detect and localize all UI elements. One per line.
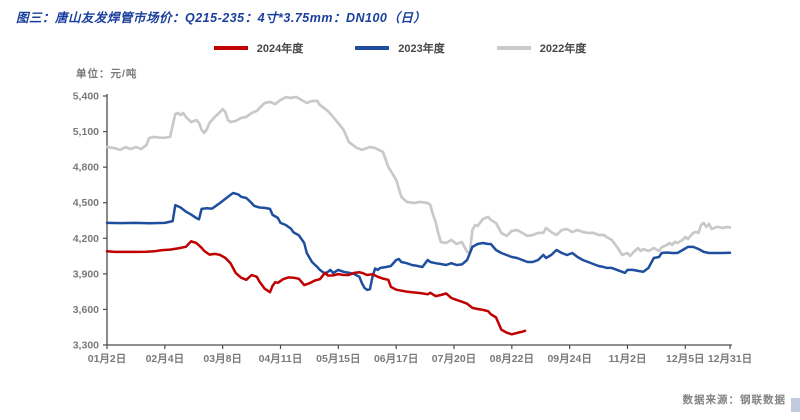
legend-swatch-2022 xyxy=(496,46,531,50)
legend-label-2022: 2022年度 xyxy=(539,43,587,55)
legend-label-2024: 2024年度 xyxy=(256,43,304,55)
x-tick-label: 05月15日 xyxy=(316,353,360,365)
x-tick-label: 08月22日 xyxy=(490,353,534,365)
legend-label-2023: 2023年度 xyxy=(398,43,445,55)
x-tick-label: 02月4日 xyxy=(146,353,185,365)
y-tick-label: 5,400 xyxy=(73,91,99,103)
y-tick-label: 3,600 xyxy=(73,304,99,316)
y-tick-label: 4,500 xyxy=(73,197,99,209)
series-line-2023年度 xyxy=(105,191,732,292)
x-tick-label: 03月8日 xyxy=(203,353,242,365)
watermark-logo xyxy=(791,398,800,412)
y-tick-label: 4,200 xyxy=(73,233,99,245)
x-tick-label: 09月24日 xyxy=(547,353,591,365)
legend-swatch-2023 xyxy=(355,46,390,50)
legend-swatch-2024 xyxy=(213,46,248,50)
x-tick-label: 04月11日 xyxy=(259,353,303,365)
legend: 2024年度 2023年度 2022年度 xyxy=(0,40,800,56)
x-tick-label: 12月5日 xyxy=(666,353,705,365)
y-tick-label: 3,900 xyxy=(73,268,99,280)
source-label: 数据来源：钢联数据 xyxy=(682,394,786,406)
legend-item-2023: 2023年度 xyxy=(355,40,445,56)
y-tick-label: 5,100 xyxy=(73,126,99,138)
y-tick-label: 4,800 xyxy=(73,162,99,174)
x-tick-label: 11月2日 xyxy=(609,353,647,365)
x-tick-label: 06月17日 xyxy=(374,353,418,365)
series-line-2022年度 xyxy=(105,95,732,258)
series-line-2024年度 xyxy=(105,240,527,336)
figure-title: 图三：唐山友发焊管市场价：Q215-235：4寸*3.75mm：DN100（日） xyxy=(16,11,427,25)
legend-item-2022: 2022年度 xyxy=(496,40,587,56)
y-tick-label: 3,300 xyxy=(73,340,99,352)
legend-item-2024: 2024年度 xyxy=(213,40,304,56)
x-tick-label: 12月31日 xyxy=(708,353,752,365)
x-tick-label: 01月2日 xyxy=(88,353,127,365)
x-tick-label: 07月20日 xyxy=(432,353,476,365)
unit-label: 单位：元/吨 xyxy=(76,68,138,80)
